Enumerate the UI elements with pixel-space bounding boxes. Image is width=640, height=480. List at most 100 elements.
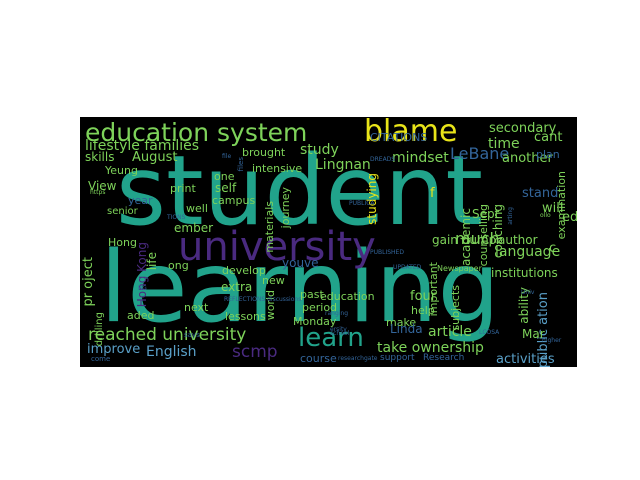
cloud-word: ong — [168, 259, 189, 272]
cloud-word: time — [488, 136, 520, 152]
cloud-word: ollo — [540, 212, 551, 219]
cloud-word: one — [214, 170, 235, 183]
cloud-word: make — [386, 316, 417, 329]
cloud-word: says — [184, 331, 200, 339]
cloud-word: student — [116, 135, 483, 247]
cloud-word: LCOSA — [479, 329, 500, 336]
cloud-word: print — [170, 182, 196, 195]
cloud-word: researchgate — [338, 355, 378, 362]
cloud-word: Research — [423, 353, 465, 363]
cloud-word: UPDATED — [393, 264, 422, 271]
cloud-word: drilling — [94, 312, 105, 347]
cloud-word: take ownership — [377, 340, 484, 356]
cloud-word: subjects — [449, 285, 462, 331]
cloud-word: journey — [279, 187, 292, 229]
cloud-word: scmp — [232, 342, 278, 362]
cloud-word: course — [300, 352, 337, 365]
cloud-word: period — [302, 301, 338, 314]
cloud-word: university — [178, 224, 376, 270]
cloud-word: CITATIONS — [370, 131, 428, 144]
cloud-word: ember — [174, 221, 214, 235]
cloud-word: senior — [107, 206, 138, 217]
cloud-word: studying — [365, 173, 379, 225]
cloud-word: institutions — [491, 266, 558, 280]
word-cloud: student learning university education syste… — [80, 117, 577, 367]
cloud-word: Univ — [521, 289, 535, 296]
cloud-word: intensive — [252, 162, 303, 175]
cloud-word: Linda — [390, 322, 423, 336]
cloud-word: learn — [298, 323, 364, 353]
cloud-word: arting — [507, 207, 514, 225]
cloud-word: August — [132, 150, 178, 165]
cloud-word: learning — [100, 231, 500, 345]
cloud-word: TIONS — [167, 214, 186, 221]
cloud-word: English — [146, 344, 197, 360]
cloud-word: files — [237, 157, 245, 172]
cloud-word: secondary — [489, 121, 557, 136]
cloud-word: develop — [222, 264, 266, 277]
cloud-word: plan — [536, 148, 560, 161]
cloud-word: ranging — [325, 310, 349, 317]
cloud-word: improve — [87, 342, 141, 357]
cloud-word: file — [222, 153, 232, 160]
cloud-word: article — [428, 324, 472, 340]
cloud-word: school — [330, 330, 350, 337]
cloud-word: study — [300, 142, 339, 158]
cloud-word: well — [186, 202, 208, 215]
cloud-word: aded — [127, 309, 155, 322]
cloud-word: youve — [282, 256, 319, 270]
cloud-word: stand — [522, 186, 559, 201]
cloud-word: coaching — [491, 204, 505, 259]
cloud-word: year — [128, 194, 153, 207]
cloud-word: life — [145, 252, 159, 271]
cloud-word: support — [380, 353, 415, 363]
cloud-word: ersity — [330, 326, 347, 333]
cloud-word: DREADS — [370, 156, 396, 163]
cloud-word: four — [410, 289, 437, 304]
cloud-word: REFLECTIONS discussions — [224, 296, 302, 303]
cloud-word: mindset — [392, 150, 449, 166]
cloud-word: education system — [85, 118, 308, 147]
cloud-word: extra — [221, 280, 253, 294]
cloud-word: brought — [242, 146, 286, 159]
cloud-word: author — [498, 233, 538, 247]
cloud-word: Newspaper — [437, 264, 482, 273]
cloud-word: world — [264, 290, 277, 321]
cloud-word: come — [91, 355, 111, 363]
cloud-word: https — [90, 189, 106, 196]
cloud-word: skills — [85, 150, 115, 164]
cloud-word: higher — [542, 337, 562, 344]
cloud-word: gain dump — [432, 233, 497, 247]
cloud-word: blame — [364, 117, 458, 149]
cloud-word: PUBLICA — [349, 200, 375, 207]
cloud-word: campus — [212, 194, 256, 207]
cloud-word: self — [215, 181, 237, 195]
cloud-word: reached university — [88, 325, 247, 345]
cloud-word: cant — [534, 130, 563, 145]
cloud-word: lifestyle families — [85, 138, 200, 154]
cloud-word: pr oject — [81, 257, 96, 307]
cloud-word: Hong — [108, 236, 137, 249]
cloud-word: academic — [459, 208, 473, 266]
cloud-word: Yeung — [105, 164, 138, 177]
cloud-word: LeBane — [450, 144, 510, 163]
cloud-word: new — [262, 274, 285, 287]
cloud-word: Sept — [472, 207, 500, 221]
cloud-word: past — [300, 288, 324, 301]
cloud-word: Mar — [522, 327, 545, 341]
cloud-word: help — [411, 304, 435, 317]
cloud-word: next — [184, 301, 209, 314]
cloud-word: ed — [562, 210, 577, 225]
cloud-word: will — [542, 201, 564, 216]
cloud-word: counselling — [477, 204, 490, 267]
cloud-word: RG — [138, 285, 147, 292]
cloud-word: View — [88, 179, 117, 193]
cloud-word: another — [502, 151, 553, 166]
cloud-word: f — [430, 186, 435, 201]
cloud-word: activities — [496, 352, 555, 367]
cloud-word: lessons — [225, 310, 266, 323]
cloud-word: education — [320, 290, 375, 303]
cloud-word: Monday — [293, 315, 337, 328]
cloud-word: Lingnan — [315, 157, 371, 173]
cloud-word: language — [495, 244, 561, 260]
